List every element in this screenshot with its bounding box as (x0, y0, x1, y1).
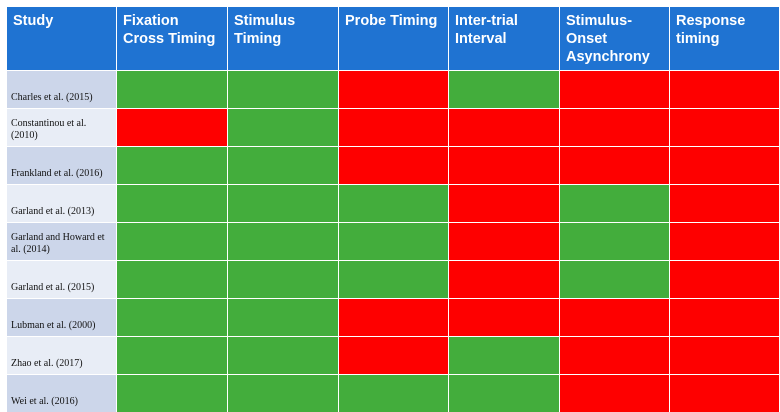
study-name-cell: Garland and Howard et al. (2014) (7, 223, 116, 260)
rating-cell-green (117, 375, 227, 412)
rating-cell-red (560, 147, 669, 184)
column-header-2: Stimulus Timing (228, 7, 338, 70)
rating-cell-green (228, 185, 338, 222)
rating-cell-green (228, 223, 338, 260)
rating-cell-red (449, 299, 559, 336)
rating-cell-green (339, 375, 448, 412)
study-name: Garland et al. (2015) (11, 282, 95, 293)
rating-cell-red (449, 185, 559, 222)
timing-table: Study Fixation Cross Timing Stimulus Timin… (7, 7, 779, 412)
rating-cell-red (560, 299, 669, 336)
column-header-1: Fixation Cross Timing (117, 7, 227, 70)
rating-cell-green (117, 337, 227, 374)
rating-cell-red (560, 109, 669, 146)
study-name: Frankland et al. (2016) (11, 168, 103, 179)
rating-cell-red (670, 337, 779, 374)
rating-cell-red (670, 71, 779, 108)
rating-cell-green (117, 261, 227, 298)
rating-cell-green (117, 147, 227, 184)
rating-cell-red (339, 109, 448, 146)
rating-cell-green (228, 147, 338, 184)
rating-cell-green (117, 185, 227, 222)
rating-cell-red (670, 223, 779, 260)
study-name: Wei et al. (2016) (11, 396, 78, 407)
rating-cell-red (117, 109, 227, 146)
rating-cell-green (117, 223, 227, 260)
rating-cell-green (339, 185, 448, 222)
rating-cell-red (449, 109, 559, 146)
rating-cell-red (449, 223, 559, 260)
rating-cell-green (560, 261, 669, 298)
study-name-cell: Garland et al. (2013) (7, 185, 116, 222)
rating-cell-green (117, 299, 227, 336)
rating-cell-green (339, 261, 448, 298)
study-name-cell: Constantinou et al. (2010) (7, 109, 116, 146)
study-name-cell: Garland et al. (2015) (7, 261, 116, 298)
study-name-cell: Frankland et al. (2016) (7, 147, 116, 184)
rating-cell-green (228, 261, 338, 298)
rating-cell-red (449, 147, 559, 184)
rating-cell-red (560, 337, 669, 374)
study-name: Charles et al. (2015) (11, 92, 93, 103)
column-header-3: Probe Timing (339, 7, 448, 70)
rating-cell-red (670, 185, 779, 222)
rating-cell-green (339, 223, 448, 260)
rating-cell-green (228, 375, 338, 412)
study-name: Garland et al. (2013) (11, 206, 95, 217)
rating-cell-red (670, 375, 779, 412)
study-name-cell: Lubman et al. (2000) (7, 299, 116, 336)
rating-cell-red (339, 147, 448, 184)
rating-cell-green (449, 337, 559, 374)
column-header-5: Stimulus-Onset Asynchrony (560, 7, 669, 70)
rating-cell-green (449, 71, 559, 108)
study-name: Zhao et al. (2017) (11, 358, 83, 369)
rating-cell-green (560, 185, 669, 222)
rating-cell-red (670, 147, 779, 184)
study-name-cell: Zhao et al. (2017) (7, 337, 116, 374)
rating-cell-green (228, 109, 338, 146)
rating-cell-green (228, 299, 338, 336)
rating-cell-red (670, 299, 779, 336)
rating-cell-red (560, 375, 669, 412)
rating-cell-green (560, 223, 669, 260)
column-header-0: Study (7, 7, 116, 70)
rating-cell-red (339, 71, 448, 108)
study-name: Garland and Howard et al. (2014) (11, 232, 105, 255)
rating-cell-green (228, 71, 338, 108)
rating-cell-green (449, 375, 559, 412)
column-header-6: Response timing (670, 7, 779, 70)
rating-cell-green (228, 337, 338, 374)
column-header-4: Inter-trial Interval (449, 7, 559, 70)
rating-cell-red (339, 299, 448, 336)
rating-cell-red (560, 71, 669, 108)
study-name-cell: Wei et al. (2016) (7, 375, 116, 412)
rating-cell-red (449, 261, 559, 298)
rating-cell-green (117, 71, 227, 108)
rating-cell-red (670, 109, 779, 146)
rating-cell-red (670, 261, 779, 298)
rating-cell-red (339, 337, 448, 374)
study-name: Constantinou et al. (2010) (11, 118, 87, 141)
study-name: Lubman et al. (2000) (11, 320, 96, 331)
study-name-cell: Charles et al. (2015) (7, 71, 116, 108)
